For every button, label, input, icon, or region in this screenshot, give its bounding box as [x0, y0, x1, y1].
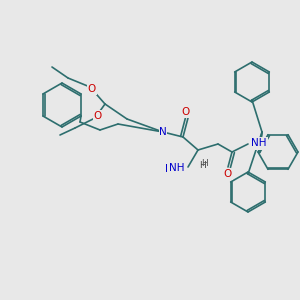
Text: O: O: [88, 84, 96, 94]
Text: NH: NH: [251, 138, 266, 148]
Text: O: O: [224, 169, 232, 179]
Text: O: O: [94, 111, 102, 121]
Text: NH: NH: [164, 164, 180, 174]
Text: NH: NH: [169, 163, 184, 173]
Text: N: N: [159, 127, 167, 137]
Text: O: O: [182, 107, 190, 117]
Text: H: H: [200, 160, 206, 169]
Text: NH: NH: [251, 139, 266, 149]
Text: H: H: [202, 160, 208, 169]
